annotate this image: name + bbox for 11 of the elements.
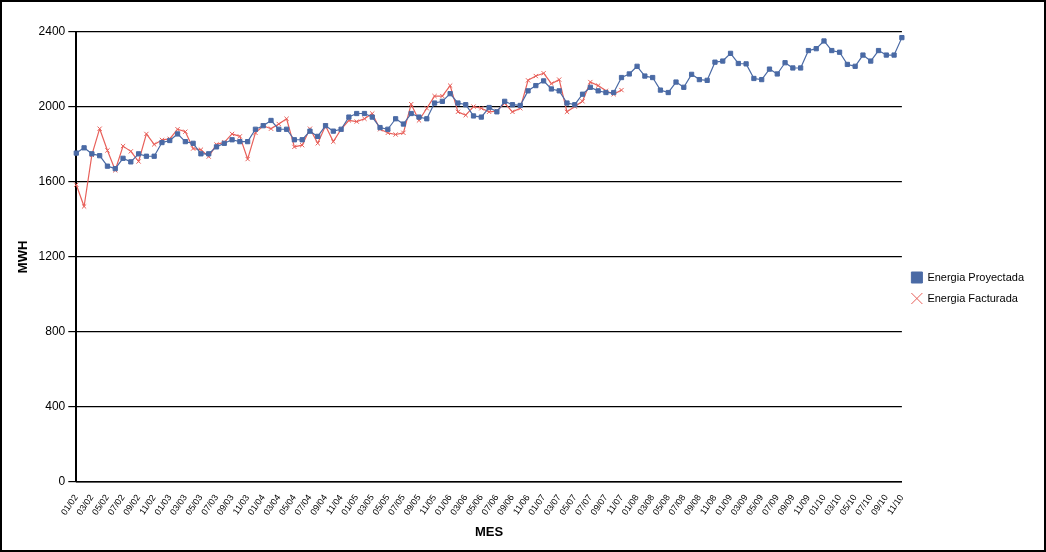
y-tick-label: 800 [45,324,66,339]
y-tick-label: 400 [45,399,66,414]
legend-label: Energia Facturada [927,291,1019,304]
legend-label: Energia Proyectada [927,270,1025,283]
y-tick-label: 0 [58,474,66,489]
y-tick-label: 1200 [38,249,66,264]
x-axis-title: MES [475,523,504,539]
y-tick-label: 2000 [38,99,66,114]
y-axis-title: MWH [15,240,31,274]
y-tick-label: 2400 [38,24,66,39]
y-tick-label: 1600 [38,174,66,189]
